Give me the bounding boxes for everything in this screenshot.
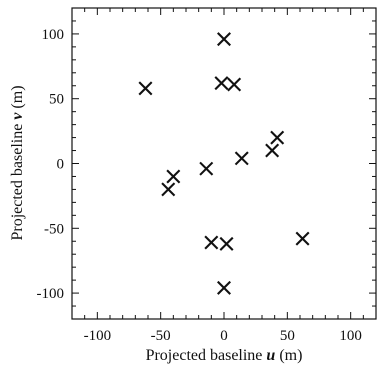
data-point-marker bbox=[270, 130, 285, 145]
data-point-marker bbox=[219, 236, 234, 251]
data-point-marker bbox=[199, 161, 214, 176]
marker-stroke bbox=[204, 235, 219, 250]
y-axis-variable: v bbox=[9, 112, 26, 120]
x-tick-label: 50 bbox=[280, 328, 295, 344]
marker-stroke bbox=[166, 169, 181, 184]
data-point-marker bbox=[214, 76, 229, 91]
y-tick-label: -100 bbox=[37, 286, 65, 302]
marker-stroke bbox=[217, 32, 231, 47]
x-axis-variable: u bbox=[266, 347, 275, 364]
data-markers bbox=[138, 32, 310, 295]
plot-frame bbox=[71, 7, 377, 320]
y-axis-title-suffix: (m) bbox=[9, 85, 26, 112]
data-point-marker bbox=[204, 235, 219, 250]
x-axis-tick-labels: -100 -50 0 50 100 bbox=[84, 328, 362, 344]
data-point-marker bbox=[138, 81, 153, 96]
x-tick-label: 0 bbox=[220, 328, 228, 344]
marker-stroke bbox=[270, 130, 285, 145]
x-axis-title: Projected baseline u (m) bbox=[146, 347, 303, 364]
y-tick-label: -50 bbox=[44, 221, 64, 237]
marker-stroke bbox=[219, 236, 234, 251]
data-point-marker bbox=[227, 77, 242, 92]
marker-stroke bbox=[234, 151, 249, 166]
x-tick-label: -100 bbox=[84, 328, 112, 344]
data-point-marker bbox=[161, 182, 176, 197]
y-axis-ticks bbox=[72, 20, 376, 307]
data-point-marker bbox=[166, 169, 181, 184]
data-point-marker bbox=[217, 32, 231, 47]
marker-stroke bbox=[217, 280, 231, 295]
x-axis-title-suffix: (m) bbox=[275, 347, 302, 364]
marker-stroke bbox=[138, 81, 153, 96]
marker-stroke bbox=[227, 77, 242, 92]
x-tick-label: -50 bbox=[151, 328, 171, 344]
marker-stroke bbox=[214, 76, 229, 91]
x-axis-title-prefix: Projected baseline bbox=[146, 347, 267, 364]
data-point-marker bbox=[295, 231, 310, 246]
data-point-marker bbox=[234, 151, 249, 166]
marker-stroke bbox=[295, 231, 310, 246]
marker-stroke bbox=[199, 161, 214, 176]
y-tick-label: 0 bbox=[57, 157, 65, 173]
y-axis-title-prefix: Projected baseline bbox=[9, 120, 26, 241]
y-tick-label: 100 bbox=[42, 27, 65, 43]
y-axis-tick-labels: -100 -50 0 50 100 bbox=[37, 27, 65, 302]
data-point-marker bbox=[217, 280, 231, 295]
marker-stroke bbox=[161, 182, 176, 197]
marker-stroke bbox=[265, 143, 280, 158]
x-axis-ticks bbox=[84, 8, 364, 319]
y-tick-label: 50 bbox=[49, 92, 64, 108]
x-tick-label: 100 bbox=[339, 328, 362, 344]
data-point-marker bbox=[265, 143, 280, 158]
y-axis-title: Projected baseline v (m) bbox=[9, 85, 26, 240]
